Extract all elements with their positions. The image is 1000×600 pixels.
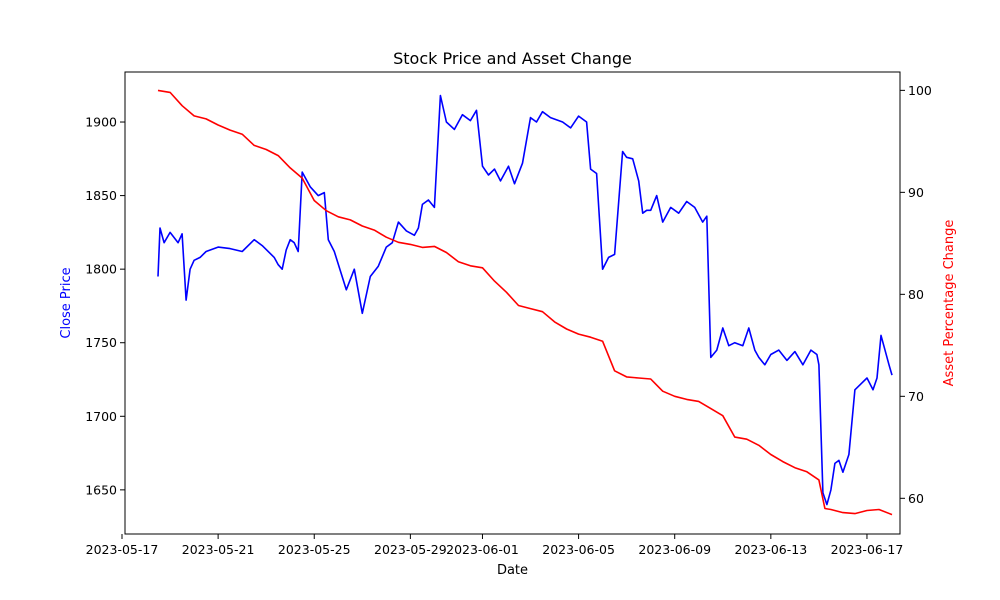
x-tick-label: 2023-05-29 xyxy=(374,542,447,557)
x-tick-label: 2023-05-21 xyxy=(182,542,255,557)
chart-title: Stock Price and Asset Change xyxy=(393,49,632,68)
plot-frame xyxy=(124,71,901,535)
right-tick-label: 100 xyxy=(908,83,932,98)
right-axis-title: Asset Percentage Change xyxy=(942,220,957,387)
x-tick-label: 2023-06-05 xyxy=(542,542,615,557)
right-tick-label: 60 xyxy=(908,491,924,506)
right-y-axis: 60 70 80 90 100 xyxy=(900,83,932,506)
x-tick-label: 2023-05-17 xyxy=(86,542,159,557)
x-axis-title: Date xyxy=(497,563,528,578)
plot-area xyxy=(124,71,901,535)
x-tick-label: 2023-06-13 xyxy=(735,542,808,557)
left-tick-label: 1750 xyxy=(85,335,117,350)
x-axis: 2023-05-17 2023-05-21 2023-05-25 2023-05-29… xyxy=(86,534,904,557)
left-tick-label: 1650 xyxy=(85,482,117,497)
asset-change-line xyxy=(157,89,893,516)
x-tick-label: 2023-06-17 xyxy=(831,542,904,557)
close-price-line xyxy=(157,94,893,506)
left-tick-label: 1700 xyxy=(85,409,117,424)
left-tick-label: 1800 xyxy=(85,262,117,277)
right-tick-label: 90 xyxy=(908,185,924,200)
x-tick-label: 2023-06-01 xyxy=(446,542,519,557)
left-axis-title: Close Price xyxy=(59,267,74,338)
right-tick-label: 80 xyxy=(908,287,924,302)
right-tick-label: 70 xyxy=(908,389,924,404)
x-tick-label: 2023-06-09 xyxy=(638,542,711,557)
left-y-axis: 1650 1700 1750 1800 1850 1900 xyxy=(85,115,125,497)
left-tick-label: 1850 xyxy=(85,188,117,203)
left-tick-label: 1900 xyxy=(85,115,117,130)
x-tick-label: 2023-05-25 xyxy=(278,542,351,557)
